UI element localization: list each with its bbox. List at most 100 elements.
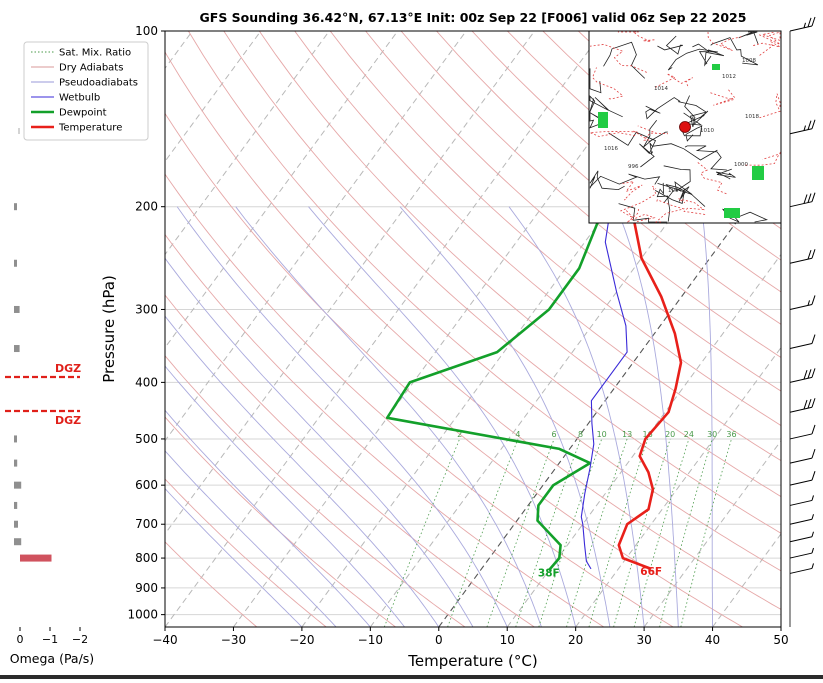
y-tick-label: 1000 <box>127 608 158 622</box>
y-tick-label: 500 <box>135 432 158 446</box>
x-tick-label: 50 <box>773 633 788 647</box>
mixing-ratio-line <box>681 439 732 627</box>
x-tick-label: 40 <box>705 633 720 647</box>
omega-bar <box>14 260 17 267</box>
inset-precip <box>712 64 720 70</box>
mixing-ratio-label: 30 <box>707 430 717 439</box>
omega-tick-label: −1 <box>42 633 58 646</box>
y-tick-label: 900 <box>135 581 158 595</box>
legend-label: Pseudoadiabats <box>59 78 138 89</box>
wind-barb <box>790 495 814 505</box>
inset-contour-label: 1012 <box>722 74 736 80</box>
legend: Sat. Mix. Ratio Dry Adiabats Pseudoadiabat… <box>24 42 148 140</box>
legend-label: Wetbulb <box>59 93 100 104</box>
y-tick-label: 800 <box>135 551 158 565</box>
dry-adiabat <box>82 31 673 627</box>
wind-barb <box>790 514 814 524</box>
wind-barb <box>790 532 814 542</box>
legend-label: Dry Adiabats <box>59 63 123 74</box>
wind-barb <box>790 120 815 134</box>
x-tick-label: −20 <box>289 633 314 647</box>
x-tick-label: −30 <box>221 633 246 647</box>
moist-adiabat <box>129 207 473 627</box>
omega-bar <box>14 502 17 509</box>
omega-bar <box>14 435 17 442</box>
mixing-ratio-line <box>384 439 459 627</box>
wind-barb <box>790 17 815 31</box>
omega-bar <box>20 555 52 562</box>
moist-adiabat <box>177 207 507 627</box>
omega-bar <box>14 482 21 489</box>
wind-barb <box>790 368 815 382</box>
omega-bar <box>14 538 21 545</box>
wind-barb <box>790 563 814 573</box>
inset-contour-label: 1016 <box>604 146 618 152</box>
dgz-top-label: DGZ <box>55 362 81 375</box>
x-tick-label: 20 <box>568 633 583 647</box>
omega-bar <box>14 521 18 528</box>
mixing-ratio-line <box>634 439 689 627</box>
dgz-bottom-label: DGZ <box>55 414 81 427</box>
chart-title: GFS Sounding 36.42°N, 67.13°E Init: 00z … <box>200 10 747 25</box>
y-tick-label: 100 <box>135 24 158 38</box>
inset-precip <box>724 208 740 218</box>
y-tick-label: 600 <box>135 478 158 492</box>
y-tick-label: 700 <box>135 517 158 531</box>
mixing-ratio-line <box>660 439 713 627</box>
mixing-ratio-label: 36 <box>726 430 736 439</box>
mixing-ratio-label: 10 <box>597 430 607 439</box>
wind-barbs <box>790 17 815 627</box>
legend-label: Dewpoint <box>59 108 107 119</box>
window-bottom-bar <box>0 675 823 679</box>
wind-barb <box>790 398 815 412</box>
omega-tick-label: 0 <box>17 633 24 646</box>
mixing-ratio-label: 20 <box>665 430 675 439</box>
moist-adiabat <box>54 207 405 627</box>
moist-adiabat <box>702 207 713 627</box>
omega-axis-label: Omega (Pa/s) <box>10 651 94 666</box>
wind-barb <box>790 193 815 207</box>
omega-panel: 0 −1 −2 <box>14 128 88 646</box>
mixing-ratio-label: 6 <box>552 430 557 439</box>
omega-tick-label: −2 <box>72 633 88 646</box>
x-tick-label: 30 <box>636 633 651 647</box>
inset-contour-label: 1000 <box>734 162 748 168</box>
wetbulb-line <box>581 207 627 569</box>
legend-label: Sat. Mix. Ratio <box>59 48 131 59</box>
inset-precip <box>752 166 764 180</box>
mixing-ratio-label: 24 <box>684 430 694 439</box>
mixing-ratio-line <box>448 439 518 627</box>
y-axis-label: Pressure (hPa) <box>100 275 118 383</box>
y-tick-label: 400 <box>135 375 158 389</box>
x-axis-label: Temperature (°C) <box>407 652 537 670</box>
isotherm-line <box>97 31 535 627</box>
omega-bar <box>14 203 17 210</box>
omega-bar <box>14 306 20 313</box>
x-tick-label: 10 <box>500 633 515 647</box>
inset-contour-label: 1018 <box>745 114 759 120</box>
wind-barb <box>790 335 815 349</box>
surface-temp-label: 66F <box>640 566 662 578</box>
inset-contour-label: 1004 <box>668 188 682 194</box>
mixing-ratio-label: 8 <box>578 430 583 439</box>
wind-barb <box>790 295 815 309</box>
omega-bar <box>14 345 20 352</box>
location-marker <box>680 122 691 133</box>
y-tick-label: 300 <box>135 302 158 316</box>
omega-bar <box>14 460 17 467</box>
x-tick-label: 0 <box>435 633 443 647</box>
inset-contour-label: 1014 <box>654 86 668 92</box>
moist-adiabat <box>0 207 336 627</box>
x-tick-label: −40 <box>152 633 177 647</box>
mixing-ratio-label: 13 <box>622 430 632 439</box>
inset-contour-label: 1008 <box>742 58 756 64</box>
wind-barb <box>790 249 815 263</box>
x-tick-label: −10 <box>358 633 383 647</box>
inset-contour-label: 1010 <box>700 128 714 134</box>
wind-barb <box>790 425 815 439</box>
wind-barb <box>790 471 815 485</box>
surface-dewpoint-label: 38F <box>538 567 560 579</box>
